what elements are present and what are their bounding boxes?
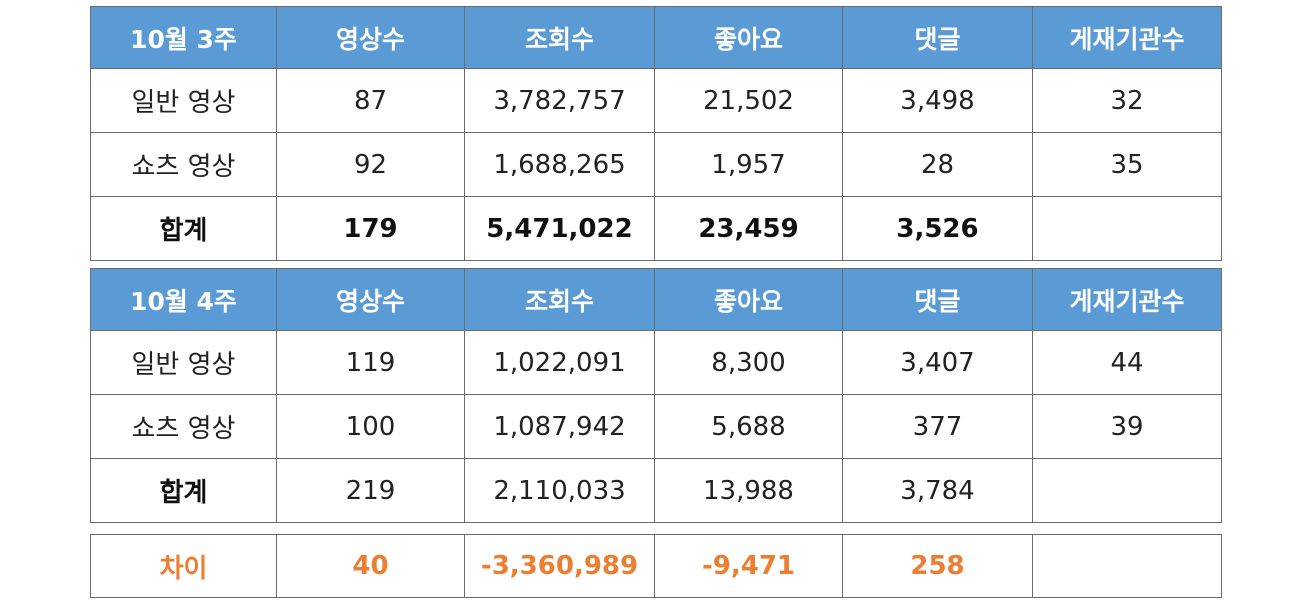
week3-regular-agencies: 32 <box>1032 68 1222 133</box>
week4-shorts-videos: 100 <box>276 394 465 459</box>
week3-header-videos: 영상수 <box>276 6 465 69</box>
week3-row-shorts: 쇼츠 영상 92 1,688,265 1,957 28 35 <box>90 132 1222 197</box>
week4-shorts-views: 1,087,942 <box>464 394 655 459</box>
week4-header-likes: 좋아요 <box>654 268 843 331</box>
week3-total-comments: 3,526 <box>842 196 1033 261</box>
week4-header-views: 조회수 <box>464 268 655 331</box>
week4-header-agencies: 게재기관수 <box>1032 268 1222 331</box>
week3-regular-likes: 21,502 <box>654 68 843 133</box>
week3-header-period: 10월 3주 <box>90 6 277 69</box>
week3-header-comments: 댓글 <box>842 6 1033 69</box>
week4-total-videos: 219 <box>276 458 465 523</box>
week4-header-videos: 영상수 <box>276 268 465 331</box>
week4-row-shorts: 쇼츠 영상 100 1,087,942 5,688 377 39 <box>90 394 1222 459</box>
week3-total-label: 합계 <box>90 196 277 261</box>
week3-shorts-views: 1,688,265 <box>464 132 655 197</box>
week3-header-views: 조회수 <box>464 6 655 69</box>
week4-regular-likes: 8,300 <box>654 330 843 395</box>
week4-regular-label: 일반 영상 <box>90 330 277 395</box>
difference-label: 차이 <box>90 534 277 598</box>
week3-regular-videos: 87 <box>276 68 465 133</box>
week4-header-period: 10월 4주 <box>90 268 277 331</box>
week3-shorts-videos: 92 <box>276 132 465 197</box>
week3-regular-label: 일반 영상 <box>90 68 277 133</box>
week3-header-row: 10월 3주 영상수 조회수 좋아요 댓글 게재기관수 <box>90 6 1222 69</box>
week3-header-agencies: 게재기관수 <box>1032 6 1222 69</box>
week4-total-likes: 13,988 <box>654 458 843 523</box>
week3-total-videos: 179 <box>276 196 465 261</box>
week3-shorts-agencies: 35 <box>1032 132 1222 197</box>
difference-videos: 40 <box>276 534 465 598</box>
week4-header-row: 10월 4주 영상수 조회수 좋아요 댓글 게재기관수 <box>90 268 1222 331</box>
week3-regular-views: 3,782,757 <box>464 68 655 133</box>
week4-regular-videos: 119 <box>276 330 465 395</box>
week4-shorts-label: 쇼츠 영상 <box>90 394 277 459</box>
week3-shorts-label: 쇼츠 영상 <box>90 132 277 197</box>
week4-regular-comments: 3,407 <box>842 330 1033 395</box>
week3-regular-comments: 3,498 <box>842 68 1033 133</box>
week3-table: 10월 3주 영상수 조회수 좋아요 댓글 게재기관수 일반 영상 87 3,7… <box>90 6 1222 261</box>
difference-views: -3,360,989 <box>464 534 655 598</box>
week3-shorts-comments: 28 <box>842 132 1033 197</box>
difference-agencies <box>1032 534 1222 598</box>
week3-shorts-likes: 1,957 <box>654 132 843 197</box>
week4-total-label: 합계 <box>90 458 277 523</box>
week3-header-likes: 좋아요 <box>654 6 843 69</box>
week3-row-regular: 일반 영상 87 3,782,757 21,502 3,498 32 <box>90 68 1222 133</box>
week4-shorts-agencies: 39 <box>1032 394 1222 459</box>
difference-likes: -9,471 <box>654 534 843 598</box>
week4-regular-agencies: 44 <box>1032 330 1222 395</box>
week4-total-comments: 3,784 <box>842 458 1033 523</box>
week4-row-regular: 일반 영상 119 1,022,091 8,300 3,407 44 <box>90 330 1222 395</box>
week4-table: 10월 4주 영상수 조회수 좋아요 댓글 게재기관수 일반 영상 119 1,… <box>90 268 1222 523</box>
week4-total-views: 2,110,033 <box>464 458 655 523</box>
week4-shorts-likes: 5,688 <box>654 394 843 459</box>
week3-total-views: 5,471,022 <box>464 196 655 261</box>
week4-total-agencies <box>1032 458 1222 523</box>
week4-shorts-comments: 377 <box>842 394 1033 459</box>
week4-header-comments: 댓글 <box>842 268 1033 331</box>
week4-regular-views: 1,022,091 <box>464 330 655 395</box>
difference-row: 차이 40 -3,360,989 -9,471 258 <box>90 534 1222 598</box>
difference-comments: 258 <box>842 534 1033 598</box>
week4-row-total: 합계 219 2,110,033 13,988 3,784 <box>90 458 1222 523</box>
week3-total-agencies <box>1032 196 1222 261</box>
difference-table: 차이 40 -3,360,989 -9,471 258 <box>90 534 1222 598</box>
week3-total-likes: 23,459 <box>654 196 843 261</box>
week3-row-total: 합계 179 5,471,022 23,459 3,526 <box>90 196 1222 261</box>
